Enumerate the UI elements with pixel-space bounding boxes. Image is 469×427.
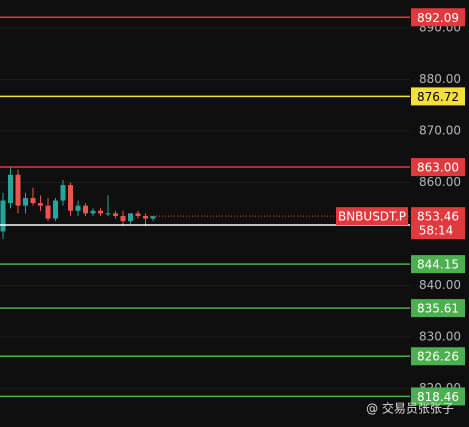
symbol-label: BNBUSDT.P: [338, 210, 406, 224]
candle-body: [68, 185, 73, 211]
price-label-box: [411, 387, 465, 406]
candle-body: [0, 200, 6, 232]
symbol-box: [336, 207, 408, 226]
candle-body: [143, 215, 148, 219]
candle-body: [128, 213, 133, 222]
price-label: 844.15: [417, 258, 459, 272]
candle-body: [135, 213, 141, 216]
y-tick-label: 860.00: [419, 175, 461, 189]
price-label-box: [411, 87, 465, 106]
price-label-box: [411, 255, 465, 274]
candle-body: [113, 213, 118, 216]
candle-body: [8, 174, 13, 204]
candle-body: [83, 205, 88, 214]
candle-body: [53, 200, 58, 219]
last-price-label: 853.46: [417, 210, 459, 224]
price-label-box: [411, 158, 465, 177]
watermark: @ 交易员张张子: [366, 401, 454, 416]
candle-body: [120, 215, 126, 222]
price-label-box: [411, 8, 465, 27]
y-tick-label: 880.00: [419, 72, 461, 86]
candle-body: [105, 213, 111, 215]
candle-body: [23, 197, 28, 206]
price-label: 863.00: [417, 161, 459, 175]
candle-body: [60, 185, 66, 201]
candle-body: [38, 203, 43, 206]
price-label: 876.72: [417, 90, 459, 104]
candle-body: [90, 210, 96, 214]
candle-body: [45, 205, 51, 219]
candle-body: [15, 174, 21, 206]
y-tick-label: 870.00: [419, 124, 461, 138]
price-label: 892.09: [417, 11, 459, 25]
candle-body: [30, 197, 36, 204]
countdown: 58:14: [419, 224, 454, 238]
price-label: 835.61: [417, 302, 459, 316]
last-price-box: [411, 207, 465, 240]
y-tick-label: 830.00: [419, 329, 461, 343]
candle-body: [150, 216, 156, 219]
price-label: 826.26: [417, 350, 459, 364]
price-label-box: [411, 299, 465, 318]
candle-body: [75, 205, 81, 211]
price-label: 818.46: [417, 390, 459, 404]
y-tick-label: 840.00: [419, 278, 461, 292]
candle-body: [98, 210, 103, 214]
price-label-box: [411, 347, 465, 366]
